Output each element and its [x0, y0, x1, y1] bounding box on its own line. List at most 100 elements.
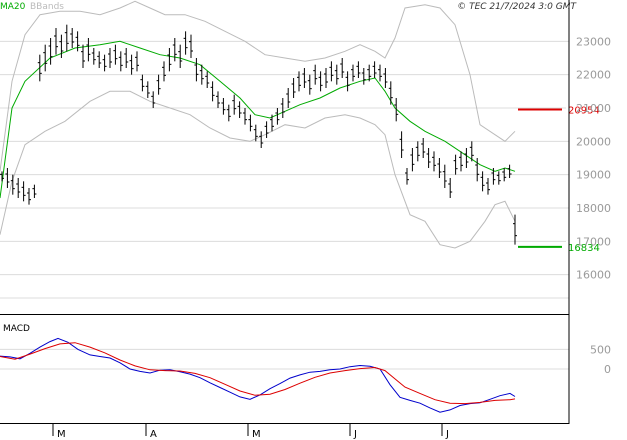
- price-bar-92: [496, 171, 501, 185]
- price-bar-29: [156, 74, 161, 95]
- price-bar-94: [507, 164, 512, 178]
- price-tick-label-5: 21000: [576, 102, 611, 115]
- price-bar-95: [513, 214, 517, 245]
- price-bar-31: [167, 48, 172, 72]
- price-bar-42: [226, 104, 231, 122]
- price-bar-36: [194, 58, 199, 82]
- price-bar-19: [102, 54, 107, 72]
- legend-ma20: MA20: [0, 2, 26, 12]
- price-bar-87: [469, 141, 474, 162]
- price-bar-62: [334, 64, 339, 85]
- price-bar-54: [291, 78, 296, 98]
- bb-lower-line: [0, 90, 516, 249]
- price-bar-63: [340, 58, 345, 78]
- price-bar-93: [502, 168, 507, 182]
- price-bar-25: [135, 51, 139, 72]
- price-tick-label-6: 22000: [576, 69, 611, 82]
- price-bars: [0, 24, 517, 245]
- price-bar-14: [75, 31, 80, 52]
- price-bar-41: [221, 98, 226, 115]
- price-bar-17: [91, 48, 96, 65]
- price-bar-45: [243, 108, 247, 125]
- price-bar-9: [48, 38, 53, 65]
- price-tick-label-7: 23000: [576, 35, 611, 48]
- price-bar-21: [113, 44, 118, 65]
- price-bar-3: [16, 178, 21, 198]
- month-label-2: M: [252, 429, 261, 440]
- month-label-0: M: [57, 429, 66, 440]
- price-bar-75: [405, 168, 409, 185]
- price-bar-44: [237, 101, 242, 118]
- price-bar-59: [318, 71, 323, 92]
- price-bar-73: [394, 98, 399, 122]
- price-bar-26: [140, 74, 145, 92]
- price-bar-22: [118, 51, 123, 72]
- price-bar-24: [129, 54, 134, 75]
- price-bar-52: [280, 98, 285, 118]
- bollinger-bands: [0, 0, 516, 249]
- price-bar-86: [464, 148, 469, 168]
- price-bar-39: [210, 81, 215, 102]
- price-bar-74: [399, 131, 404, 158]
- price-bar-68: [367, 64, 372, 82]
- price-bar-43: [232, 94, 237, 115]
- price-bar-35: [189, 34, 193, 58]
- price-bar-34: [183, 31, 188, 55]
- price-bar-15: [81, 44, 85, 68]
- price-bar-8: [43, 44, 48, 72]
- macd-title: MACD: [3, 324, 30, 334]
- price-bar-61: [329, 61, 334, 82]
- price-bar-50: [270, 114, 274, 132]
- price-tick-label-1: 17000: [576, 235, 611, 248]
- price-bar-89: [480, 171, 485, 192]
- price-bar-51: [275, 108, 280, 125]
- price-tick-label-0: 16000: [576, 269, 611, 282]
- month-label-1: A: [150, 429, 157, 440]
- price-bar-65: [351, 64, 355, 82]
- price-bar-78: [421, 138, 426, 158]
- price-bar-33: [178, 44, 183, 68]
- price-bar-83: [448, 178, 453, 198]
- price-bar-60: [324, 68, 328, 88]
- price-bar-10: [54, 28, 58, 55]
- price-bar-82: [442, 164, 447, 188]
- month-label-4: J: [445, 429, 449, 440]
- price-bar-20: [108, 48, 112, 68]
- macd-series: [0, 337, 516, 413]
- price-bar-67: [361, 68, 366, 85]
- price-tick-label-4: 20000: [576, 135, 611, 148]
- price-bar-70: [378, 64, 382, 82]
- level-label-1: 16834: [568, 243, 600, 254]
- price-bar-55: [297, 71, 301, 92]
- price-bar-57: [307, 74, 312, 95]
- price-bar-69: [372, 61, 377, 78]
- price-bar-48: [259, 131, 264, 148]
- price-bar-0: [0, 171, 4, 182]
- price-bar-6: [32, 184, 37, 198]
- price-bar-90: [486, 178, 490, 195]
- legend-bbands: BBands: [30, 2, 64, 12]
- price-bar-28: [151, 91, 156, 108]
- price-bar-37: [199, 64, 204, 85]
- price-bar-5: [27, 188, 31, 205]
- price-bar-66: [356, 61, 361, 78]
- price-bar-40: [216, 91, 220, 108]
- price-bar-49: [264, 121, 269, 138]
- price-bar-77: [415, 141, 420, 162]
- price-bar-53: [286, 88, 291, 108]
- price-bar-27: [145, 81, 150, 98]
- price-tick-label-2: 18000: [576, 202, 611, 215]
- price-bar-64: [345, 71, 350, 92]
- price-bar-56: [302, 68, 307, 88]
- price-tick-label-3: 19000: [576, 169, 611, 182]
- price-bar-76: [410, 148, 415, 172]
- macd-tick-label-1: 0: [604, 363, 611, 376]
- price-bar-2: [10, 174, 15, 195]
- price-bar-4: [21, 181, 26, 202]
- month-label-3: J: [353, 429, 357, 440]
- price-bar-81: [437, 158, 442, 178]
- price-bar-80: [432, 151, 436, 172]
